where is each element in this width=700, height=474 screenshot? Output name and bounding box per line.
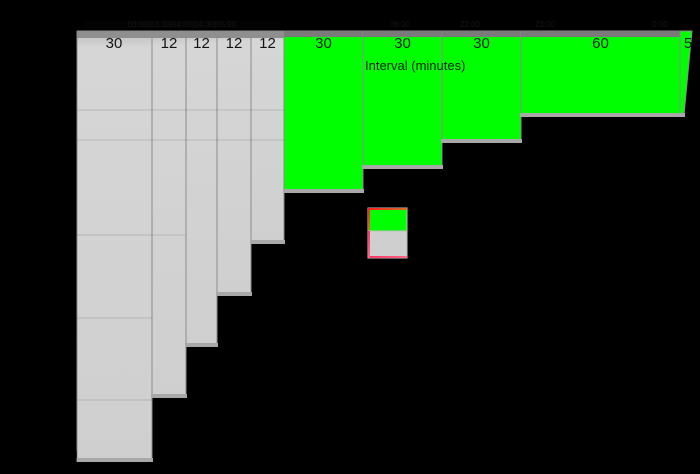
svg-text:22:00: 22:00: [460, 20, 481, 29]
svg-text:23:00: 23:00: [535, 20, 556, 29]
svg-text:Interval (minutes): Interval (minutes): [365, 58, 465, 73]
svg-text:30: 30: [315, 35, 332, 52]
svg-text:12: 12: [259, 35, 276, 52]
svg-text:60: 60: [592, 35, 609, 52]
svg-text:5: 5: [684, 35, 692, 52]
svg-text:30: 30: [106, 35, 123, 52]
svg-text:06:00: 06:00: [390, 20, 411, 29]
svg-text:0:00: 0:00: [652, 20, 668, 29]
svg-text:03:00|03:30|04:00|04:30|05:00: 03:00|03:30|04:00|04:30|05:00: [128, 20, 237, 29]
svg-text:12: 12: [193, 35, 210, 52]
svg-text:12: 12: [226, 35, 243, 52]
svg-text:12: 12: [161, 35, 178, 52]
svg-text:30: 30: [473, 35, 490, 52]
svg-text:30: 30: [394, 35, 411, 52]
